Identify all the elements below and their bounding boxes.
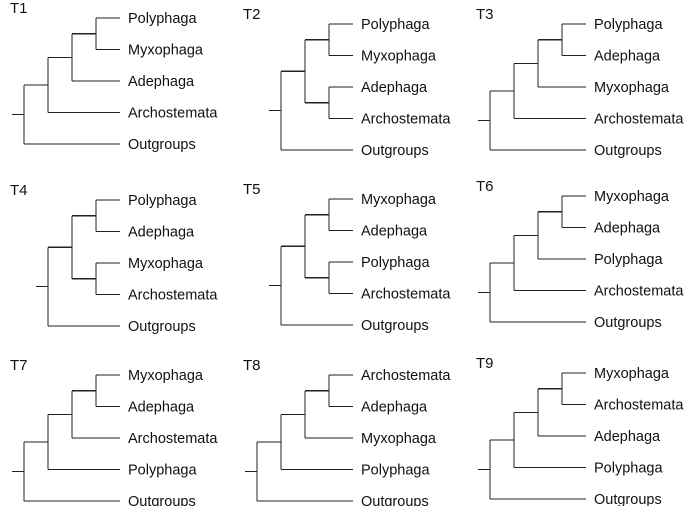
taxon-label-adephaga: Adephaga — [594, 429, 661, 445]
taxon-label-myxophaga: Myxophaga — [128, 368, 204, 384]
taxon-label-polyphaga: Polyphaga — [361, 17, 430, 33]
tree-panel-t8: T8 Archostemata Adephaga Myxophaga Polyphaga… — [243, 357, 451, 506]
taxon-label-outgroups: Outgroups — [594, 492, 662, 506]
taxon-label-outgroups: Outgroups — [361, 494, 429, 506]
taxon-label-outgroups: Outgroups — [361, 318, 429, 334]
taxon-label-polyphaga: Polyphaga — [361, 255, 430, 271]
taxon-label-outgroups: Outgroups — [361, 143, 429, 159]
taxon-label-adephaga: Adephaga — [594, 49, 661, 65]
taxon-label-adephaga: Adephaga — [361, 400, 428, 416]
taxon-label-myxophaga: Myxophaga — [594, 189, 670, 205]
taxon-label-outgroups: Outgroups — [594, 143, 662, 159]
taxon-label-archostemata: Archostemata — [361, 368, 451, 384]
tree-title: T5 — [243, 181, 261, 198]
taxon-label-polyphaga: Polyphaga — [594, 461, 663, 477]
tree-panel-t2: T2 Polyphaga Myxophaga Adephaga Archostemata… — [243, 6, 451, 159]
taxon-label-adephaga: Adephaga — [361, 224, 428, 240]
taxon-label-archostemata: Archostemata — [361, 112, 451, 128]
tree-title: T7 — [10, 357, 28, 374]
taxon-label-polyphaga: Polyphaga — [128, 463, 197, 479]
taxon-label-polyphaga: Polyphaga — [361, 463, 430, 479]
tree-panel-t4: T4 Polyphaga Adephaga Myxophaga Archostemata… — [10, 182, 218, 335]
taxon-label-myxophaga: Myxophaga — [594, 366, 670, 382]
tree-title: T6 — [476, 178, 494, 195]
tree-panel-t9: T9 Myxophaga Archostemata Adephaga Polyphaga… — [476, 355, 684, 506]
taxon-label-outgroups: Outgroups — [128, 494, 196, 506]
taxon-label-myxophaga: Myxophaga — [361, 49, 437, 65]
taxon-label-myxophaga: Myxophaga — [128, 256, 204, 272]
taxon-label-archostemata: Archostemata — [128, 106, 218, 122]
taxon-label-myxophaga: Myxophaga — [361, 192, 437, 208]
tree-title: T2 — [243, 6, 261, 23]
taxon-label-polyphaga: Polyphaga — [128, 193, 197, 209]
tree-panel-t7: T7 Myxophaga Adephaga Archostemata Polyphaga… — [10, 357, 218, 506]
taxon-label-archostemata: Archostemata — [594, 284, 684, 300]
taxon-label-archostemata: Archostemata — [128, 288, 218, 304]
tree-title: T8 — [243, 357, 261, 374]
taxon-label-adephaga: Adephaga — [128, 74, 195, 90]
tree-title: T9 — [476, 355, 494, 372]
taxon-label-archostemata: Archostemata — [594, 112, 684, 128]
tree-title: T1 — [10, 0, 28, 17]
taxon-label-myxophaga: Myxophaga — [361, 431, 437, 447]
taxon-label-polyphaga: Polyphaga — [594, 252, 663, 268]
taxon-label-adephaga: Adephaga — [128, 400, 195, 416]
taxon-label-outgroups: Outgroups — [594, 315, 662, 331]
taxon-label-polyphaga: Polyphaga — [594, 17, 663, 33]
taxon-label-outgroups: Outgroups — [128, 137, 196, 153]
tree-panel-t6: T6 Myxophaga Adephaga Polyphaga Archostemata… — [476, 178, 684, 331]
tree-panel-t3: T3 Polyphaga Adephaga Myxophaga Archostemata… — [476, 6, 684, 159]
taxon-label-archostemata: Archostemata — [361, 287, 451, 303]
tree-title: T3 — [476, 6, 494, 23]
taxon-label-myxophaga: Myxophaga — [594, 80, 670, 96]
tree-title: T4 — [10, 182, 28, 199]
taxon-label-adephaga: Adephaga — [128, 225, 195, 241]
taxon-label-myxophaga: Myxophaga — [128, 43, 204, 59]
taxon-label-adephaga: Adephaga — [594, 221, 661, 237]
taxon-label-polyphaga: Polyphaga — [128, 11, 197, 27]
taxon-label-archostemata: Archostemata — [128, 431, 218, 447]
taxon-label-outgroups: Outgroups — [128, 319, 196, 335]
tree-panel-t5: T5 Myxophaga Adephaga Polyphaga Archostemata… — [243, 181, 451, 334]
taxon-label-archostemata: Archostemata — [594, 398, 684, 414]
taxon-label-adephaga: Adephaga — [361, 80, 428, 96]
tree-panel-t1: T1 Polyphaga Myxophaga Adephaga Archostemata… — [10, 0, 218, 153]
